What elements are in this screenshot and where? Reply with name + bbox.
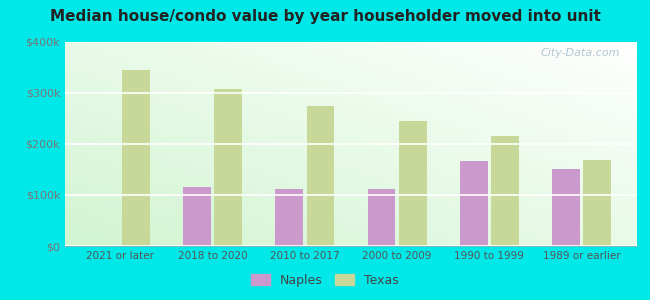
Bar bbox=[183, 187, 211, 246]
Bar bbox=[584, 160, 611, 246]
Bar bbox=[214, 89, 242, 246]
Bar bbox=[491, 136, 519, 246]
Bar bbox=[122, 70, 150, 246]
Bar bbox=[307, 106, 334, 246]
Text: Median house/condo value by year householder moved into unit: Median house/condo value by year househo… bbox=[49, 9, 601, 24]
Bar bbox=[552, 169, 580, 246]
Bar bbox=[399, 121, 426, 246]
Bar bbox=[460, 161, 488, 246]
Bar bbox=[368, 189, 395, 246]
Text: City-Data.com: City-Data.com bbox=[540, 48, 620, 58]
Bar bbox=[276, 189, 303, 246]
Legend: Naples, Texas: Naples, Texas bbox=[248, 270, 402, 291]
